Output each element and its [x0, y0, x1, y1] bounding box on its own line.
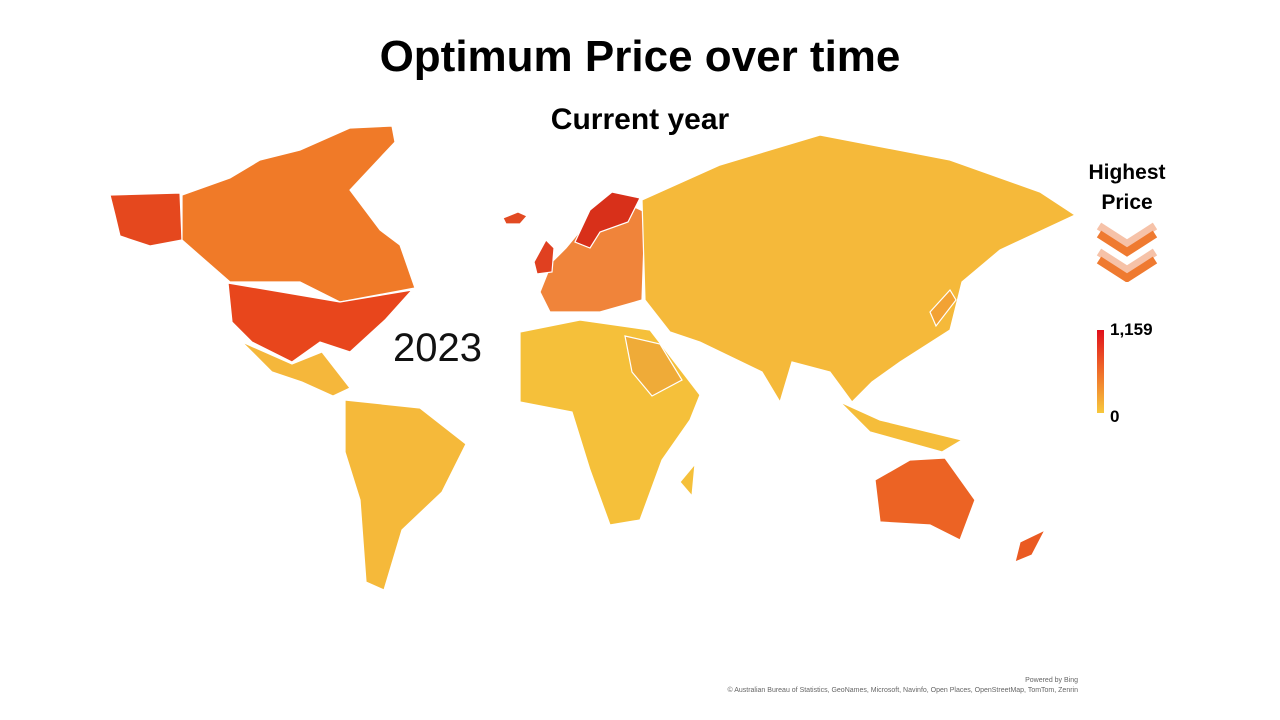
- year-label: 2023: [393, 326, 482, 370]
- region-japan[interactable]: [929, 288, 957, 328]
- region-alaska[interactable]: [109, 192, 183, 247]
- chart-title: Optimum Price over time: [379, 32, 901, 81]
- color-scale-bar: [1097, 330, 1104, 413]
- region-arabia[interactable]: [624, 335, 683, 397]
- powered-by-label: Powered by Bing: [1025, 677, 1078, 684]
- region-uk-ireland[interactable]: [533, 239, 555, 275]
- region-new-zealand[interactable]: [1014, 528, 1047, 564]
- map-attribution: © Australian Bureau of Statistics, GeoNa…: [727, 687, 1078, 694]
- region-usa[interactable]: [227, 282, 414, 363]
- region-australia[interactable]: [874, 457, 976, 541]
- region-iceland[interactable]: [502, 211, 528, 225]
- region-africa[interactable]: [519, 319, 701, 526]
- region-canada[interactable]: [181, 125, 416, 303]
- region-asia[interactable]: [641, 134, 1077, 404]
- region-central-america[interactable]: [241, 341, 351, 397]
- chart-subtitle: Current year: [550, 103, 730, 136]
- legend-heading: Highest Price: [1088, 161, 1166, 214]
- legend-max-label: 1,159: [1110, 320, 1153, 339]
- region-south-america[interactable]: [344, 399, 467, 591]
- region-madagascar[interactable]: [679, 462, 696, 498]
- region-southeast-asia[interactable]: [839, 401, 964, 453]
- legend-min-label: 0: [1110, 407, 1120, 426]
- region-norway[interactable]: [574, 191, 641, 249]
- double-chevron-down-icon: [1096, 222, 1158, 282]
